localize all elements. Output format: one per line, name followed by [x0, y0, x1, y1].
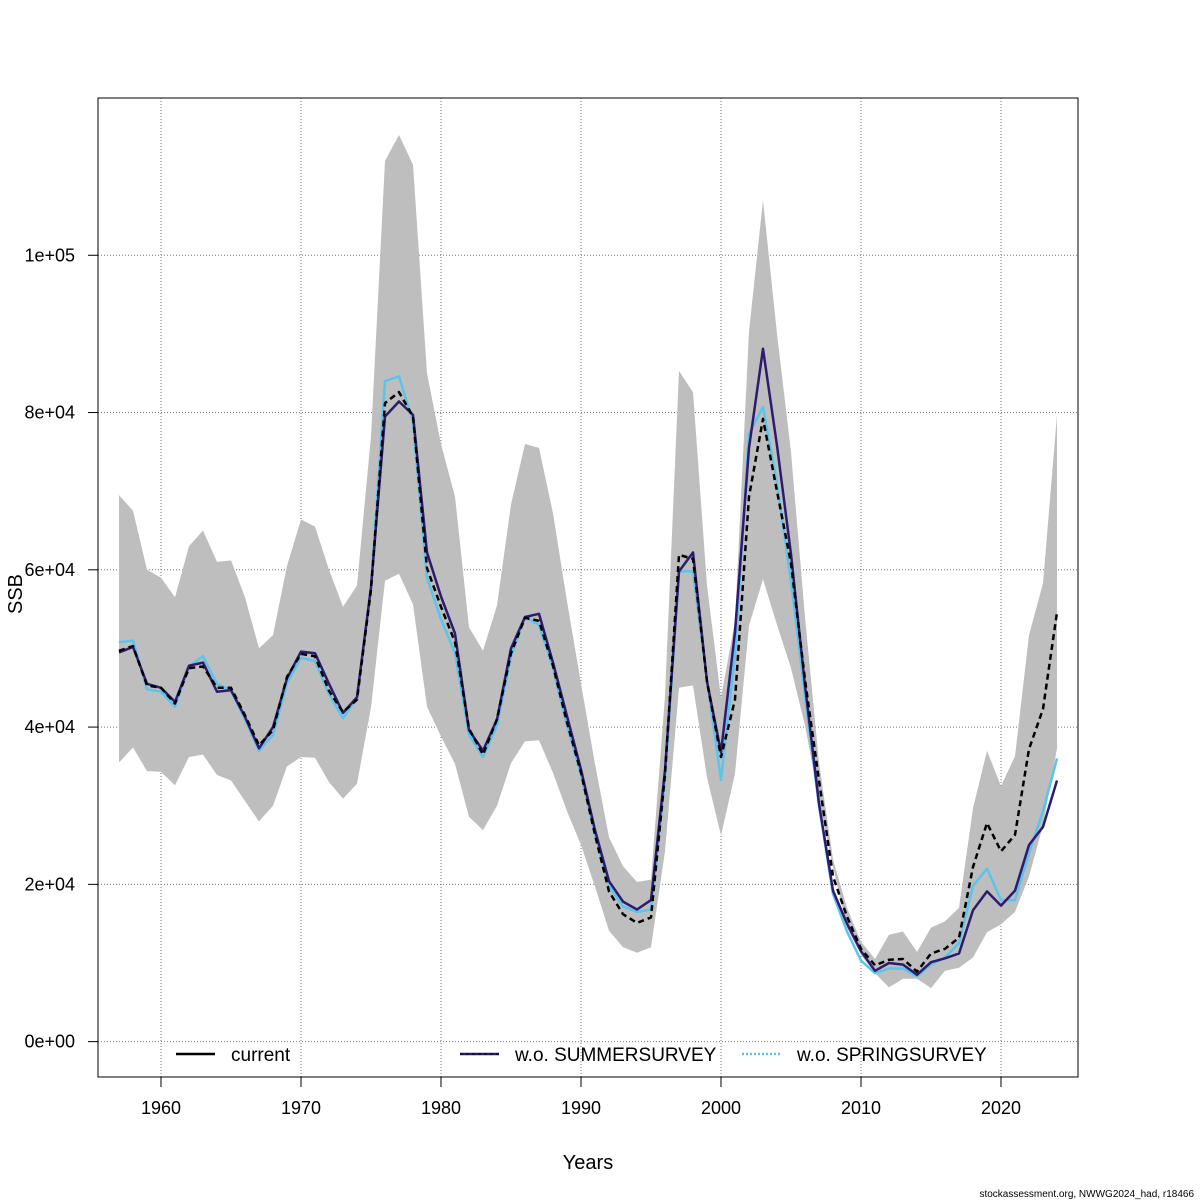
- x-tick-label: 1990: [561, 1098, 601, 1118]
- x-tick-label: 1980: [421, 1098, 461, 1118]
- y-tick-label: 4e+04: [24, 717, 75, 737]
- y-tick-label: 2e+04: [24, 874, 75, 894]
- y-tick-label: 8e+04: [24, 403, 75, 423]
- x-axis: 1960 1970 1980 1990 2000 2010 2020: [141, 1076, 1021, 1118]
- legend-label-1: w.o. SUMMERSURVEY: [514, 1045, 717, 1066]
- legend-label-0: current: [231, 1045, 291, 1066]
- y-tick-label: 1e+05: [24, 245, 75, 265]
- x-tick-label: 2010: [841, 1098, 881, 1118]
- footer-credit: stockassessment.org, NWWG2024_had, r1846…: [979, 1189, 1194, 1200]
- y-tick-label: 6e+04: [24, 560, 75, 580]
- y-axis-title: SSB: [5, 574, 27, 614]
- confidence-band: [119, 135, 1057, 989]
- series-layer: [118, 347, 1059, 978]
- x-tick-label: 1970: [281, 1098, 321, 1118]
- x-tick-label: 2020: [981, 1098, 1021, 1118]
- x-tick-label: 2000: [701, 1098, 741, 1118]
- y-axis: 0e+00 2e+04 4e+04 6e+04 8e+04 1e+05: [24, 245, 99, 1052]
- legend-label-2: w.o. SPRINGSURVEY: [796, 1045, 987, 1066]
- series-line-current: [118, 390, 1059, 973]
- x-axis-title: Years: [563, 1152, 613, 1174]
- y-tick-label: 0e+00: [24, 1032, 75, 1052]
- x-tick-label: 1960: [141, 1098, 181, 1118]
- legend: current w.o. SUMMERSURVEY w.o. SPRINGSURVE…: [176, 1045, 987, 1066]
- confidence-band-layer: [119, 135, 1057, 989]
